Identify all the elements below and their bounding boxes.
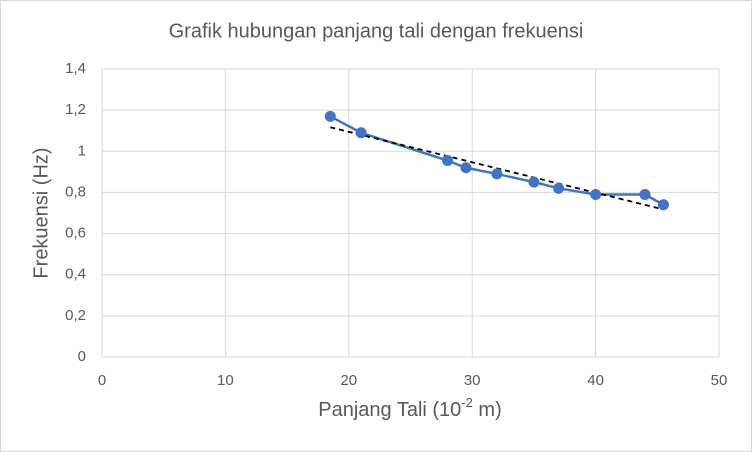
data-point [355, 127, 367, 139]
y-tick-label: 0 [78, 348, 86, 365]
data-point [324, 110, 336, 122]
y-tick-label: 1,2 [65, 101, 86, 118]
x-tick-label: 20 [340, 372, 357, 389]
y-tick-label: 0,2 [65, 307, 86, 324]
y-axis-label: Frekuensi (Hz) [30, 147, 52, 278]
x-tick-label: 0 [98, 372, 106, 389]
x-tick-label: 10 [217, 372, 234, 389]
x-label-unit: m) [473, 399, 502, 421]
data-point [460, 162, 472, 174]
y-tick-label: 0,8 [65, 183, 86, 200]
y-tick-label: 0,6 [65, 225, 86, 242]
data-point [528, 176, 540, 188]
series-line [329, 115, 665, 206]
chart-title: Grafik hubungan panjang tali dengan frek… [169, 20, 584, 42]
x-label-main: Panjang Tali (10 [318, 399, 461, 421]
data-point [491, 168, 503, 180]
y-tick-label: 1,4 [65, 60, 86, 77]
x-axis-label: Panjang Tali (10-2 m) [318, 395, 502, 421]
trendline [330, 126, 664, 211]
x-label-exponent: -2 [461, 395, 473, 410]
x-tick-label: 30 [464, 372, 481, 389]
data-point [639, 188, 651, 200]
x-tick-label: 50 [711, 372, 728, 389]
y-tick-label: 1 [78, 142, 86, 159]
data-point [442, 155, 454, 167]
data-point [553, 182, 565, 194]
data-point [657, 199, 669, 211]
data-point [590, 188, 602, 200]
x-tick-label: 40 [587, 372, 604, 389]
y-tick-label: 0,4 [65, 266, 86, 283]
